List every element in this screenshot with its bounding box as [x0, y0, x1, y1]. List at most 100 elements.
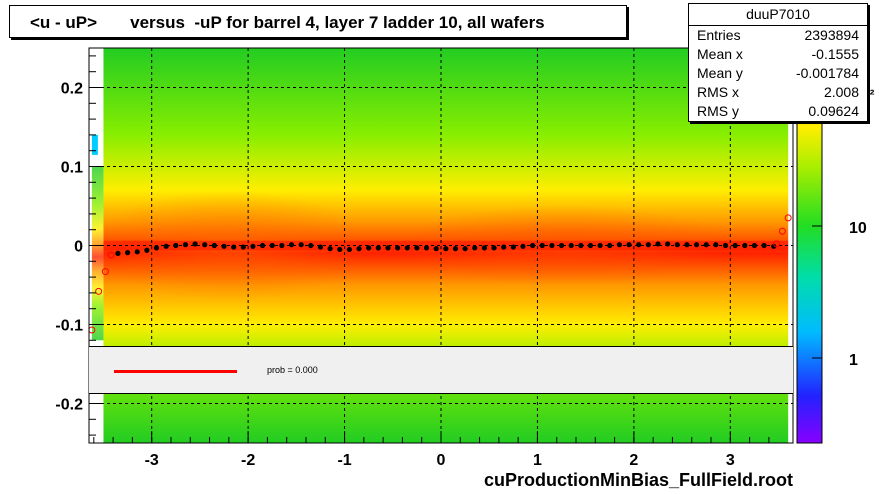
profile-point	[356, 246, 362, 252]
stat-value: 0.09624	[808, 103, 859, 119]
profile-point	[491, 245, 497, 251]
stat-key: RMS x	[697, 84, 739, 100]
y-tick-label: 0.2	[61, 81, 83, 98]
fit-legend-line	[114, 370, 237, 373]
x-tick-label: 1	[533, 452, 542, 469]
profile-point	[636, 242, 642, 248]
stat-key: Entries	[697, 27, 741, 43]
profile-point	[240, 244, 246, 250]
stat-entries: Entries 2393894	[697, 27, 859, 46]
profile-point	[404, 245, 410, 251]
outlier-point	[107, 251, 115, 259]
profile-point	[317, 244, 324, 250]
stat-value: -0.001784	[795, 65, 859, 81]
y-tick-label: -0.1	[55, 318, 83, 335]
profile-point	[182, 242, 189, 248]
profile-point	[298, 242, 304, 248]
profile-point	[665, 241, 671, 247]
profile-point	[655, 241, 661, 247]
profile-point	[771, 243, 777, 249]
profile-point	[597, 242, 603, 249]
y-tick-label: -0.2	[55, 397, 83, 414]
stats-divider	[689, 25, 867, 26]
profile-point	[337, 246, 343, 253]
x-tick-label: 2	[629, 452, 638, 469]
profile-point	[616, 242, 623, 248]
profile-point	[452, 246, 459, 252]
profile-point	[645, 242, 651, 248]
profile-point	[713, 242, 719, 248]
fit-legend: prob = 0.000	[89, 346, 793, 394]
stat-rms-y: RMS y 0.09624	[697, 103, 859, 122]
profile-point	[501, 244, 507, 250]
profile-point	[481, 245, 487, 251]
profile-point	[375, 245, 381, 251]
stat-key: Mean y	[697, 65, 743, 81]
profile-point	[443, 246, 449, 252]
profile-point	[530, 242, 536, 249]
profile-point	[539, 242, 545, 249]
x-tick-label: -3	[145, 452, 159, 469]
profile-point	[288, 242, 295, 248]
profile-point	[607, 242, 613, 249]
profile-point	[366, 245, 372, 251]
profile-point	[587, 242, 594, 249]
x-tick-label: -2	[241, 452, 255, 469]
profile-point	[250, 243, 256, 249]
profile-point	[346, 246, 352, 253]
profile-point	[693, 242, 700, 248]
source-file-label: cuProductionMinBias_FullField.root	[484, 470, 794, 490]
x-tick-label: 3	[726, 452, 735, 469]
profile-point	[626, 242, 632, 248]
profile-point	[134, 249, 140, 255]
outlier-point	[778, 227, 786, 235]
profile-point	[761, 242, 767, 249]
profile-point	[472, 245, 478, 251]
profile-point	[308, 242, 314, 249]
profile-point	[549, 242, 555, 249]
profile-point	[462, 246, 468, 252]
profile-point	[221, 243, 227, 249]
density-edge-left-cyan	[91, 134, 98, 155]
profile-point	[385, 245, 391, 251]
x-tick-label: 0	[437, 452, 446, 469]
stat-mean-y: Mean y -0.001784	[697, 65, 859, 84]
profile-point	[684, 242, 690, 248]
outlier-point	[773, 240, 781, 248]
profile-point	[510, 244, 516, 250]
profile-point	[751, 242, 758, 249]
stat-value: -0.1555	[811, 46, 859, 62]
profile-point	[568, 242, 574, 249]
stat-value: 2393894	[804, 27, 859, 43]
profile-point	[163, 243, 169, 249]
y-tick-label: 0.1	[61, 160, 83, 177]
profile-point	[259, 242, 266, 249]
profile-point	[520, 243, 526, 249]
profile-point	[414, 245, 420, 251]
profile-point	[395, 245, 401, 251]
profile-point	[153, 245, 160, 251]
x-tick-label: -1	[337, 452, 351, 469]
profile-point	[423, 245, 430, 251]
profile-point	[192, 241, 198, 247]
y-tick-label: 0	[74, 239, 83, 256]
profile-point	[279, 242, 285, 249]
stat-rms-x: RMS x 2.008	[697, 84, 859, 103]
profile-point	[202, 242, 208, 248]
z-tick-label: 1	[849, 352, 858, 369]
stat-mean-x: Mean x -0.1555	[697, 46, 859, 65]
profile-point	[558, 242, 565, 249]
z-tick-label: 10	[849, 220, 867, 237]
outlier-point	[95, 287, 103, 295]
stat-value: 2.008	[823, 84, 859, 100]
stats-box: duuP7010 Entries 2393894 Mean x -0.1555 …	[688, 3, 868, 122]
stat-key: RMS y	[697, 103, 739, 119]
stat-key: Mean x	[697, 46, 743, 62]
profile-point	[231, 244, 237, 250]
histogram-name: duuP7010	[746, 6, 810, 22]
profile-point	[144, 247, 150, 253]
outlier-point	[784, 214, 792, 222]
profile-point	[742, 242, 748, 249]
profile-point	[327, 246, 333, 252]
chart-title: <u - uP> versus -uP for barrel 4, layer …	[30, 13, 545, 32]
